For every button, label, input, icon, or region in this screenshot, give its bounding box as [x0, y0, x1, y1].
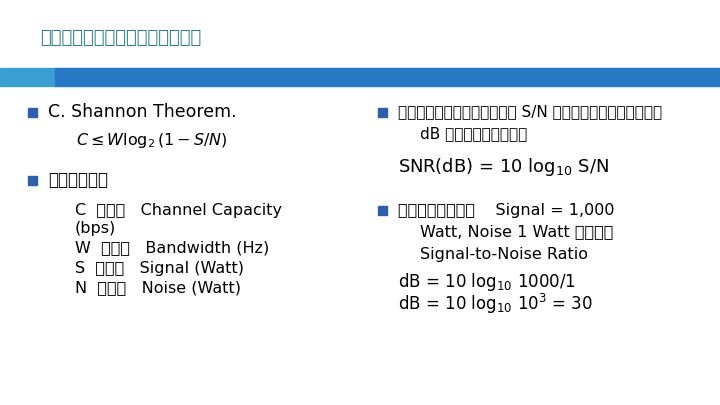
- Text: C  คือ   Channel Capacity: C คือ Channel Capacity: [75, 202, 282, 217]
- Text: Watt, Noise 1 Watt จงหา: Watt, Noise 1 Watt จงหา: [420, 224, 613, 239]
- Text: (bps): (bps): [75, 220, 116, 235]
- Bar: [0, 68, 55, 86]
- Text: S  คือ   Signal (Watt): S คือ Signal (Watt): [75, 260, 244, 275]
- Bar: [378, 107, 387, 117]
- Text: dB ได้ดังนี้: dB ได้ดังนี้: [420, 126, 527, 141]
- Text: dB = 10 log$_{10}$ 1000/1: dB = 10 log$_{10}$ 1000/1: [398, 271, 576, 293]
- Bar: [28, 175, 37, 185]
- Text: ทฤษฎีการสื่อสาร: ทฤษฎีการสื่อสาร: [40, 29, 202, 47]
- Text: Signal-to-Noise Ratio: Signal-to-Noise Ratio: [420, 247, 588, 262]
- Text: เราสามารถแปลง S/N ให้อยู่ในรูป: เราสามารถแปลง S/N ให้อยู่ในรูป: [398, 104, 662, 119]
- Text: dB = 10 log$_{10}$ 10$^3$ = 30: dB = 10 log$_{10}$ 10$^3$ = 30: [398, 292, 593, 316]
- Text: $C \leq W\log_2(1 - S/N)$: $C \leq W\log_2(1 - S/N)$: [76, 130, 228, 149]
- Text: W  คือ   Bandwidth (Hz): W คือ Bandwidth (Hz): [75, 241, 269, 256]
- Bar: [55, 68, 720, 86]
- Text: SNR(dB) = 10 log$_{10}$ S/N: SNR(dB) = 10 log$_{10}$ S/N: [398, 156, 609, 178]
- Text: โดยที่: โดยที่: [48, 171, 108, 189]
- Bar: [28, 107, 37, 117]
- Bar: [378, 205, 387, 215]
- Text: N  คือ   Noise (Watt): N คือ Noise (Watt): [75, 281, 241, 296]
- Text: ตัวอย่าง    Signal = 1,000: ตัวอย่าง Signal = 1,000: [398, 202, 614, 217]
- Text: C. Shannon Theorem.: C. Shannon Theorem.: [48, 103, 237, 121]
